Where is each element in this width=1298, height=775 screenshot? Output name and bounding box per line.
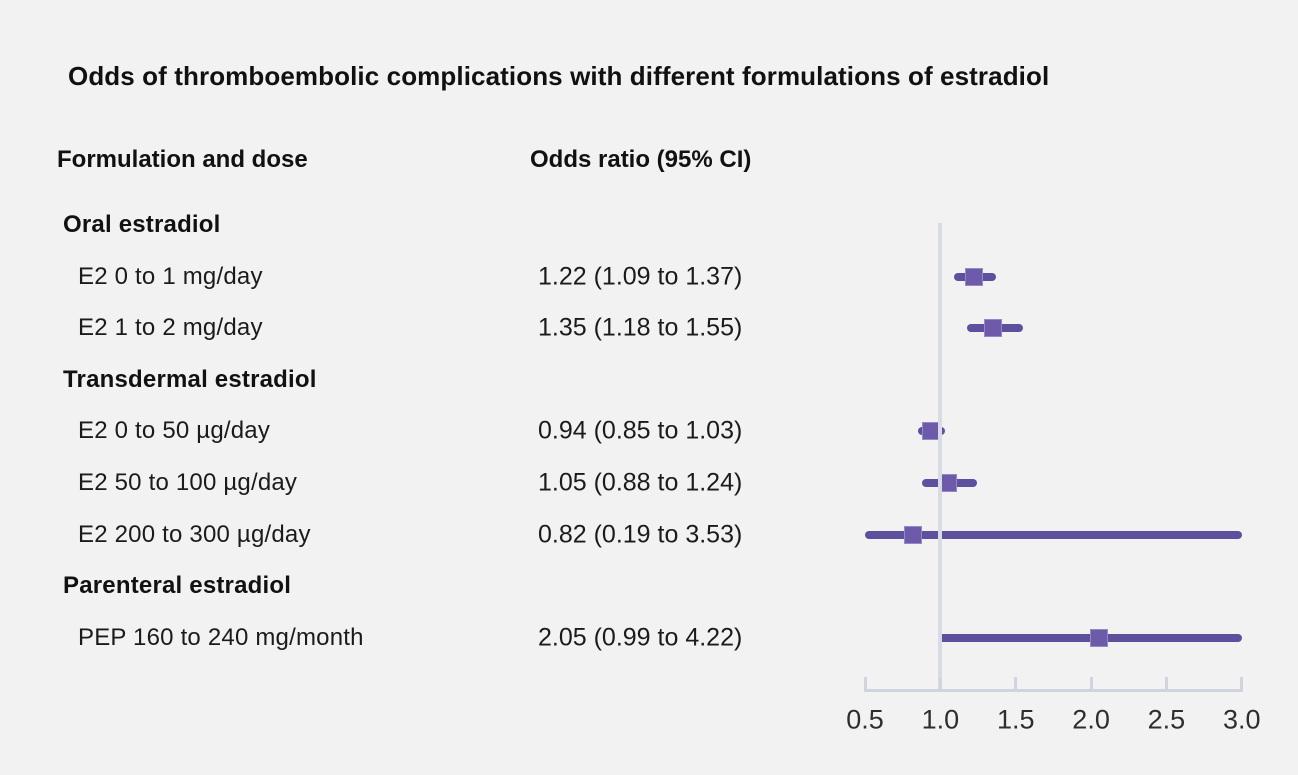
odds-ratio-text: 0.82 (0.19 to 3.53) — [538, 520, 743, 549]
odds-ratio-text: 2.05 (0.99 to 4.22) — [538, 623, 743, 652]
row-label: E2 50 to 100 µg/day — [78, 469, 298, 496]
column-header-formulation: Formulation and dose — [57, 146, 308, 173]
x-axis-tick — [1089, 677, 1093, 689]
column-header-odds-ratio: Odds ratio (95% CI) — [530, 146, 752, 173]
group-heading: Transdermal estradiol — [63, 365, 317, 393]
x-axis-tick-label: 1.5 — [996, 704, 1035, 735]
row-label: PEP 160 to 240 mg/month — [78, 623, 364, 651]
odds-ratio-marker — [904, 525, 923, 544]
x-axis-line — [863, 689, 1244, 692]
row-label: E2 0 to 50 µg/day — [78, 417, 271, 445]
x-axis-tick-label: 1.0 — [921, 704, 960, 735]
x-axis-tick-label: 2.5 — [1147, 704, 1186, 735]
figure-title: Odds of thromboembolic complications wit… — [68, 61, 1050, 91]
confidence-interval-bar — [865, 530, 1242, 539]
x-axis-tick — [1014, 677, 1018, 689]
x-axis-tick — [1164, 677, 1168, 689]
odds-ratio-marker — [1089, 628, 1108, 647]
x-axis-tick-label: 2.0 — [1072, 704, 1110, 735]
odds-ratio-text: 1.35 (1.18 to 1.55) — [538, 313, 743, 342]
odds-ratio-text: 0.94 (0.85 to 1.03) — [538, 416, 743, 445]
x-axis-tick — [1240, 677, 1244, 689]
row-label: E2 1 to 2 mg/day — [78, 314, 263, 342]
group-heading: Oral estradiol — [63, 211, 221, 238]
reference-line — [938, 223, 943, 689]
odds-ratio-marker — [964, 267, 983, 286]
group-heading: Parenteral estradiol — [63, 572, 292, 600]
odds-ratio-text: 1.22 (1.09 to 1.37) — [538, 262, 743, 291]
odds-ratio-marker — [984, 319, 1003, 338]
odds-ratio-text: 1.05 (0.88 to 1.24) — [538, 468, 743, 497]
x-axis-tick-label: 3.0 — [1223, 704, 1261, 735]
x-axis-tick — [863, 677, 867, 689]
x-axis-tick — [938, 677, 942, 689]
x-axis-tick-label: 0.5 — [846, 704, 884, 735]
row-label: E2 0 to 1 mg/day — [78, 262, 263, 290]
row-label: E2 200 to 300 µg/day — [78, 520, 311, 548]
